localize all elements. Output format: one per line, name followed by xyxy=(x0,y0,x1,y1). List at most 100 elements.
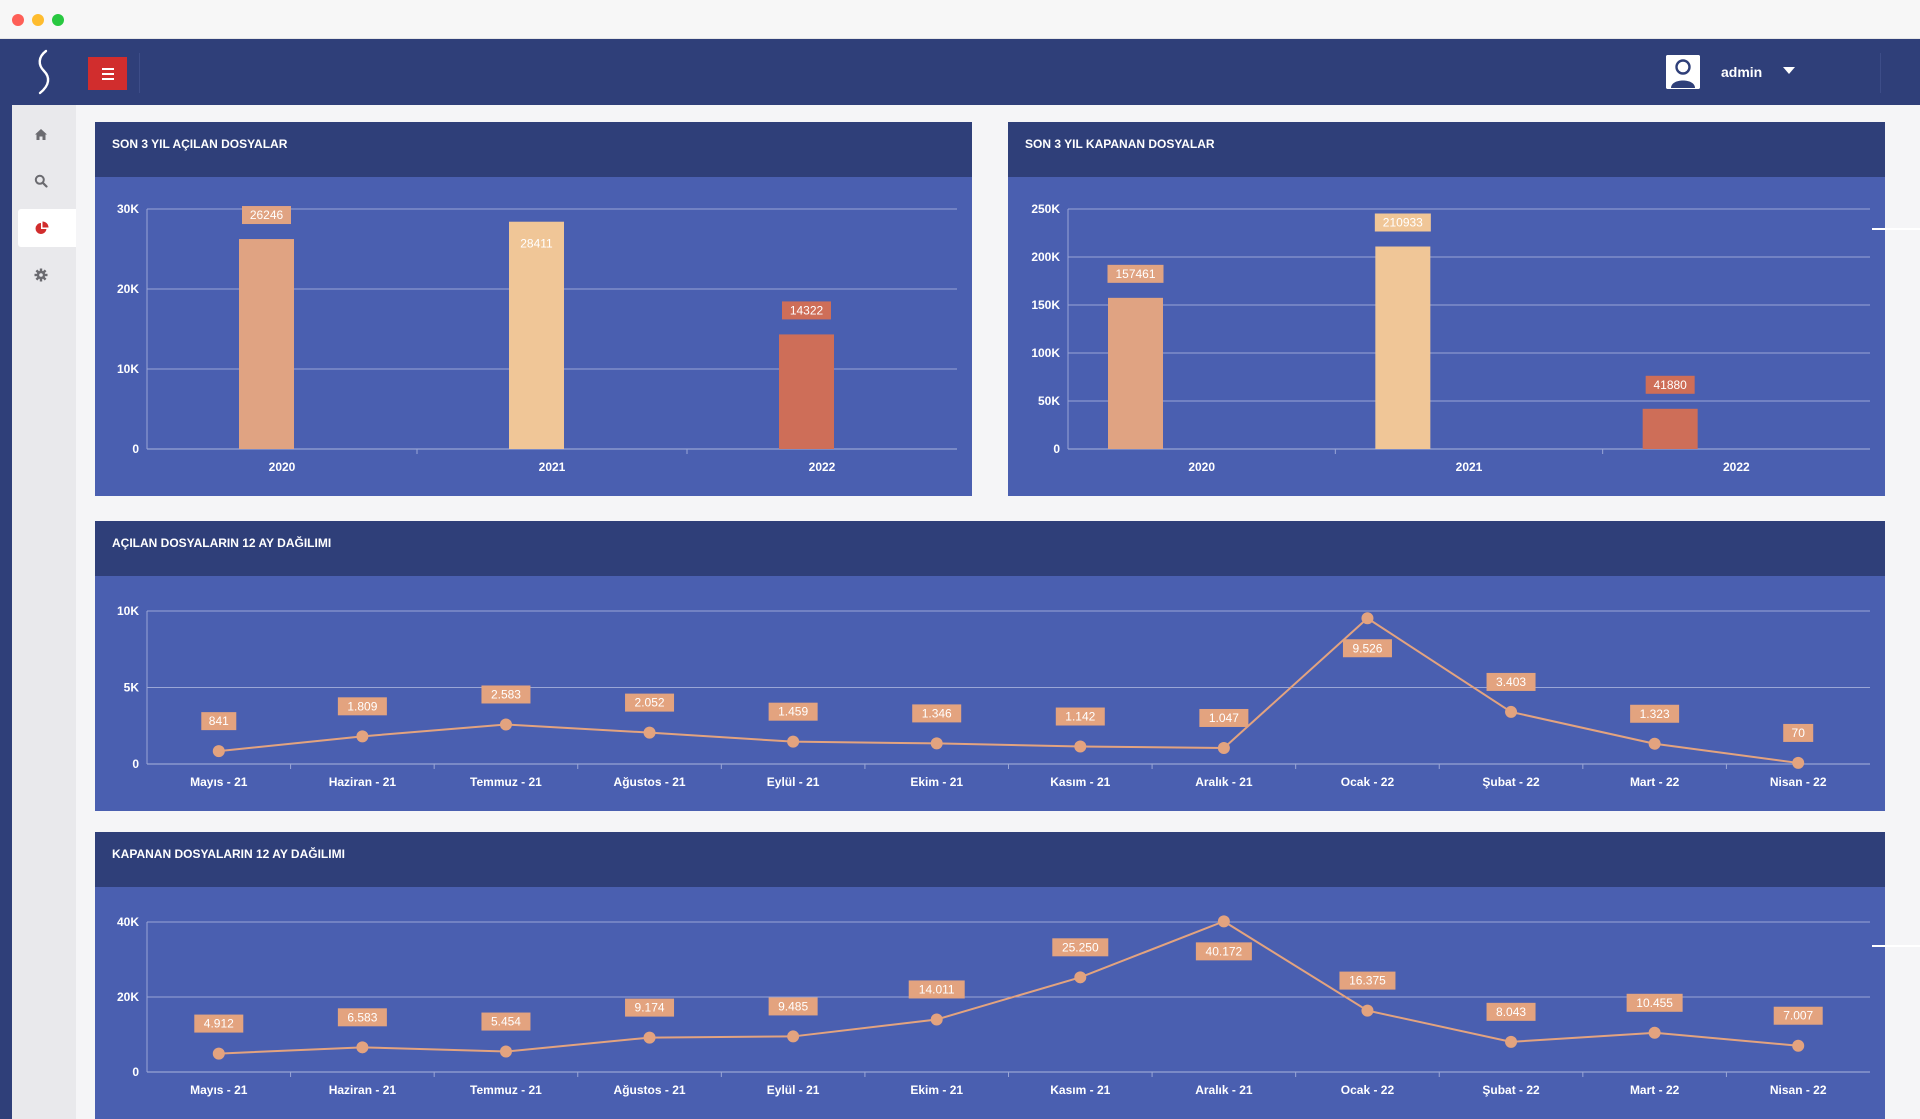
data-point xyxy=(1074,740,1087,753)
data-label-bg xyxy=(908,980,965,999)
data-label-bg xyxy=(768,702,818,721)
data-label: 9.174 xyxy=(635,1001,665,1015)
x-tick-label: Nisan - 22 xyxy=(1770,775,1827,789)
data-label: 8.043 xyxy=(1496,1005,1526,1019)
data-label-bg xyxy=(782,301,831,320)
x-tick-label: Nisan - 22 xyxy=(1770,1083,1827,1097)
scroll-marker xyxy=(1872,945,1920,947)
data-label-bg xyxy=(1783,723,1814,742)
sidebar-item-reports[interactable] xyxy=(18,209,76,247)
bar-2021 xyxy=(1375,246,1431,449)
data-label: 3.403 xyxy=(1496,675,1526,689)
panel-title: KAPANAN DOSYALARIN 12 AY DAĞILIMI xyxy=(95,832,1885,887)
gear-icon xyxy=(34,268,48,282)
app-logo-icon[interactable] xyxy=(26,47,62,97)
x-tick-label: Aralık - 21 xyxy=(1195,1083,1253,1097)
hamburger-menu-button[interactable] xyxy=(88,57,127,90)
bar-2020 xyxy=(239,239,294,449)
x-tick-label: Eylül - 21 xyxy=(767,1083,820,1097)
x-tick-label: Kasım - 21 xyxy=(1050,775,1110,789)
data-label-bg xyxy=(625,693,675,712)
panel-closed-12m: KAPANAN DOSYALARIN 12 AY DAĞILIMI 0 20K 40… xyxy=(95,832,1885,1119)
data-label: 4.912 xyxy=(204,1017,234,1031)
x-tick-label: 2022 xyxy=(809,460,836,474)
data-label: 70 xyxy=(1792,726,1806,740)
data-label-bg xyxy=(912,704,962,723)
data-point xyxy=(930,1013,943,1026)
x-tick-label: 2020 xyxy=(269,460,296,474)
pie-chart-icon xyxy=(35,221,49,234)
panel-opened-12m: AÇILAN DOSYALARIN 12 AY DAĞILIMI 0 5K 10K 8… xyxy=(95,521,1885,811)
data-label-bg xyxy=(768,997,818,1016)
data-label-bg xyxy=(194,1014,244,1033)
data-label: 1.323 xyxy=(1640,707,1670,721)
window-close-dot[interactable] xyxy=(12,14,24,26)
data-point xyxy=(1792,756,1805,769)
data-label-bg xyxy=(1630,704,1680,723)
y-tick-label: 150K xyxy=(1031,298,1060,312)
x-tick-label: Haziran - 21 xyxy=(329,1083,397,1097)
y-tick-label: 0 xyxy=(1053,442,1060,456)
y-tick-label: 5K xyxy=(124,681,140,695)
data-label-bg xyxy=(1195,942,1252,961)
data-label: 1.809 xyxy=(347,699,377,713)
sidebar-item-home[interactable] xyxy=(18,115,76,153)
x-tick-label: Ağustos - 21 xyxy=(614,1083,686,1097)
data-label-bg xyxy=(481,685,531,704)
x-tick-label: Mart - 22 xyxy=(1630,1083,1680,1097)
data-label: 16.375 xyxy=(1349,974,1386,988)
data-label-bg xyxy=(201,712,237,731)
data-label-bg xyxy=(1052,938,1109,957)
x-tick-label: Ocak - 22 xyxy=(1341,1083,1395,1097)
x-tick-label: Mart - 22 xyxy=(1630,775,1680,789)
data-label-bg xyxy=(1486,672,1536,691)
hamburger-icon xyxy=(101,67,114,70)
y-tick-label: 0 xyxy=(132,1065,139,1079)
bar-2022 xyxy=(1642,408,1698,449)
y-tick-label: 10K xyxy=(117,362,139,376)
sidebar-item-settings[interactable] xyxy=(18,256,76,294)
data-point xyxy=(643,726,656,739)
data-label-bg xyxy=(1645,375,1695,394)
caret-down-icon[interactable] xyxy=(1783,67,1795,74)
y-tick-label: 30K xyxy=(117,202,139,216)
x-tick-label: Aralık - 21 xyxy=(1195,775,1253,789)
data-label: 1.346 xyxy=(922,706,952,720)
user-avatar-icon[interactable] xyxy=(1666,55,1700,89)
x-tick-label: 2022 xyxy=(1723,460,1750,474)
window-minimize-dot[interactable] xyxy=(32,14,44,26)
series-line xyxy=(218,920,1799,1055)
data-point xyxy=(212,745,225,758)
data-label-bg xyxy=(242,206,291,225)
x-tick-label: Ağustos - 21 xyxy=(614,775,686,789)
data-label-bg xyxy=(1626,993,1683,1012)
data-label-bg xyxy=(1773,1006,1823,1025)
x-tick-label: Şubat - 22 xyxy=(1482,1083,1540,1097)
data-point xyxy=(787,1030,800,1043)
panel-title: SON 3 YIL KAPANAN DOSYALAR xyxy=(1008,122,1885,177)
data-point xyxy=(1505,705,1518,718)
x-tick-label: Ocak - 22 xyxy=(1341,775,1395,789)
username-label[interactable]: admin xyxy=(1721,64,1763,80)
data-label: 1.459 xyxy=(778,705,808,719)
data-label: 210933 xyxy=(1383,216,1423,230)
data-label: 14322 xyxy=(790,303,824,317)
bar-2020 xyxy=(1108,297,1163,449)
top-navbar: admin xyxy=(0,39,1920,105)
data-label-bg xyxy=(337,1008,387,1027)
window-maximize-dot[interactable] xyxy=(52,14,64,26)
bar-2021 xyxy=(509,221,564,449)
y-tick-label: 0 xyxy=(132,757,139,771)
y-tick-label: 200K xyxy=(1031,250,1060,264)
data-label-bg xyxy=(1055,707,1105,726)
data-label: 14.011 xyxy=(919,982,955,996)
data-label-bg xyxy=(1342,639,1392,658)
main-content: SON 3 YIL AÇILAN DOSYALAR 0 10K 20K 30K 2624… xyxy=(76,105,1920,1119)
data-point xyxy=(1217,741,1230,754)
data-point xyxy=(499,718,512,731)
scroll-marker xyxy=(1872,228,1920,230)
data-label: 26246 xyxy=(250,208,284,222)
x-tick-label: Haziran - 21 xyxy=(329,775,397,789)
y-tick-label: 250K xyxy=(1031,202,1060,216)
sidebar-item-search[interactable] xyxy=(18,162,76,200)
